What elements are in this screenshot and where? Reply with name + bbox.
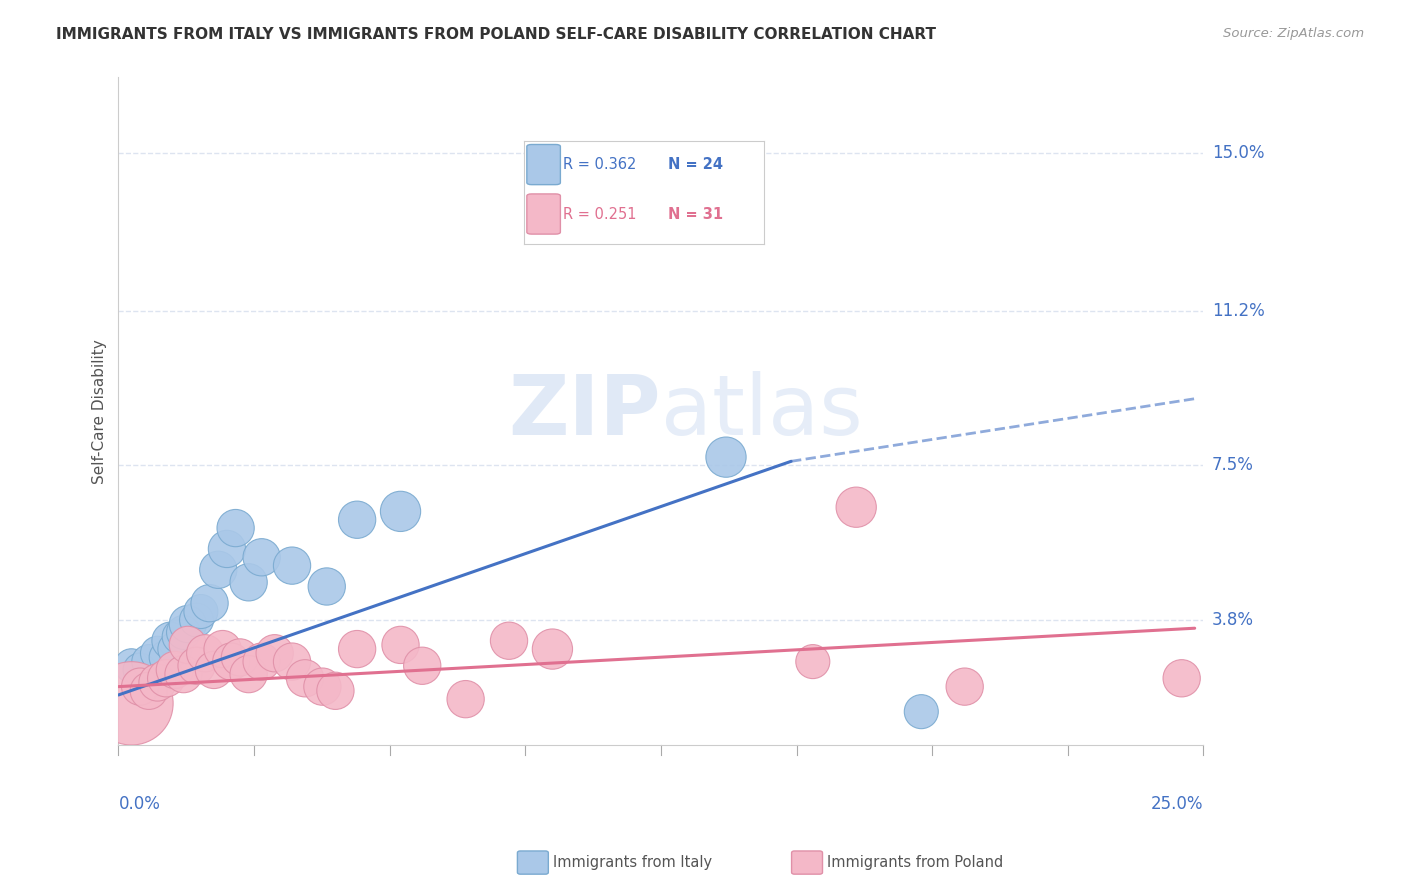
Text: R = 0.251: R = 0.251: [562, 207, 637, 221]
Point: [346, 642, 368, 657]
Text: Source: ZipAtlas.com: Source: ZipAtlas.com: [1223, 27, 1364, 40]
Text: N = 24: N = 24: [668, 157, 723, 172]
Point: [186, 658, 208, 673]
Point: [186, 613, 208, 627]
Text: 15.0%: 15.0%: [1212, 144, 1264, 161]
Point: [146, 675, 169, 690]
Point: [215, 541, 238, 556]
Text: 7.5%: 7.5%: [1212, 457, 1254, 475]
Point: [155, 650, 177, 665]
Text: IMMIGRANTS FROM ITALY VS IMMIGRANTS FROM POLAND SELF-CARE DISABILITY CORRELATION: IMMIGRANTS FROM ITALY VS IMMIGRANTS FROM…: [56, 27, 936, 42]
Point: [190, 605, 212, 619]
Text: Immigrants from Poland: Immigrants from Poland: [827, 855, 1002, 870]
Point: [207, 563, 229, 577]
Point: [219, 655, 242, 669]
Point: [250, 550, 273, 565]
Point: [910, 705, 932, 719]
Text: atlas: atlas: [661, 371, 863, 451]
Point: [281, 655, 304, 669]
Point: [845, 500, 868, 515]
Text: 25.0%: 25.0%: [1152, 795, 1204, 814]
Point: [281, 558, 304, 573]
Text: 0.0%: 0.0%: [118, 795, 160, 814]
Point: [167, 630, 190, 644]
Point: [411, 658, 433, 673]
Point: [714, 450, 737, 464]
Point: [211, 642, 233, 657]
Text: Immigrants from Italy: Immigrants from Italy: [553, 855, 711, 870]
Point: [541, 642, 564, 657]
Point: [177, 617, 200, 632]
Point: [173, 625, 195, 640]
Y-axis label: Self-Care Disability: Self-Care Disability: [93, 339, 107, 483]
Point: [173, 667, 195, 681]
Text: 3.8%: 3.8%: [1212, 611, 1254, 629]
Text: ZIP: ZIP: [509, 371, 661, 451]
Point: [294, 671, 316, 685]
Point: [225, 521, 247, 535]
Point: [311, 680, 333, 694]
Text: 11.2%: 11.2%: [1212, 302, 1264, 320]
Point: [801, 655, 824, 669]
Point: [129, 663, 152, 677]
Point: [389, 638, 412, 652]
Point: [238, 667, 260, 681]
Point: [163, 642, 186, 657]
Point: [163, 663, 186, 677]
Point: [202, 663, 225, 677]
Text: N = 31: N = 31: [668, 207, 724, 221]
Text: R = 0.362: R = 0.362: [562, 157, 636, 172]
Point: [120, 696, 142, 710]
Point: [159, 633, 181, 648]
Point: [155, 671, 177, 685]
Point: [138, 655, 160, 669]
Point: [129, 680, 152, 694]
Point: [146, 646, 169, 660]
Point: [238, 575, 260, 590]
FancyBboxPatch shape: [527, 194, 561, 234]
Point: [1170, 671, 1192, 685]
Point: [120, 658, 142, 673]
Point: [389, 504, 412, 518]
Point: [198, 596, 221, 610]
Point: [953, 680, 976, 694]
Point: [177, 638, 200, 652]
Point: [229, 650, 252, 665]
Point: [498, 633, 520, 648]
Point: [250, 655, 273, 669]
Point: [454, 692, 477, 706]
FancyBboxPatch shape: [527, 145, 561, 185]
Point: [194, 646, 217, 660]
Point: [346, 513, 368, 527]
Point: [263, 646, 285, 660]
Point: [315, 580, 337, 594]
Point: [325, 683, 347, 698]
Point: [138, 683, 160, 698]
